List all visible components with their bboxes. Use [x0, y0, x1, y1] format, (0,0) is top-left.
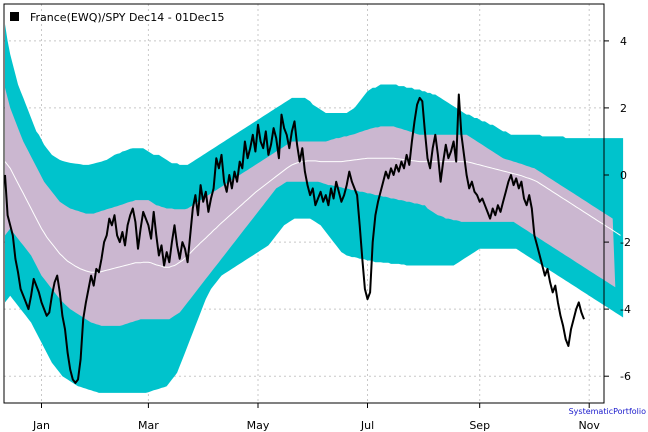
legend-label: France(EWQ)/SPY Dec14 - 01Dec15: [30, 11, 224, 24]
y-tick-label: 2: [620, 102, 627, 115]
x-tick-label: Mar: [138, 419, 159, 432]
price-ratio-line: [4, 93, 585, 384]
y-tick-label: -4: [620, 303, 631, 316]
x-tick-label: May: [247, 419, 270, 432]
x-tick-label: Nov: [578, 419, 600, 432]
mean-line: [4, 157, 621, 273]
y-tick-label: 0: [620, 169, 627, 182]
x-axis: Jan Mar May Jul Sep Nov: [32, 403, 600, 432]
x-tick-label: Jul: [360, 419, 374, 432]
y-tick-label: -2: [620, 236, 631, 249]
y-tick-label: -6: [620, 370, 631, 383]
y-tick-label: 4: [620, 35, 627, 48]
y-axis: 4 2 0 -2 -4 -6: [604, 35, 631, 383]
footer-credit: SystematicPortfolio: [569, 407, 647, 416]
x-tick-label: Jan: [32, 419, 50, 432]
legend-marker: [10, 12, 19, 21]
plot-frame: [3, 3, 605, 404]
x-tick-label: Sep: [469, 419, 490, 432]
